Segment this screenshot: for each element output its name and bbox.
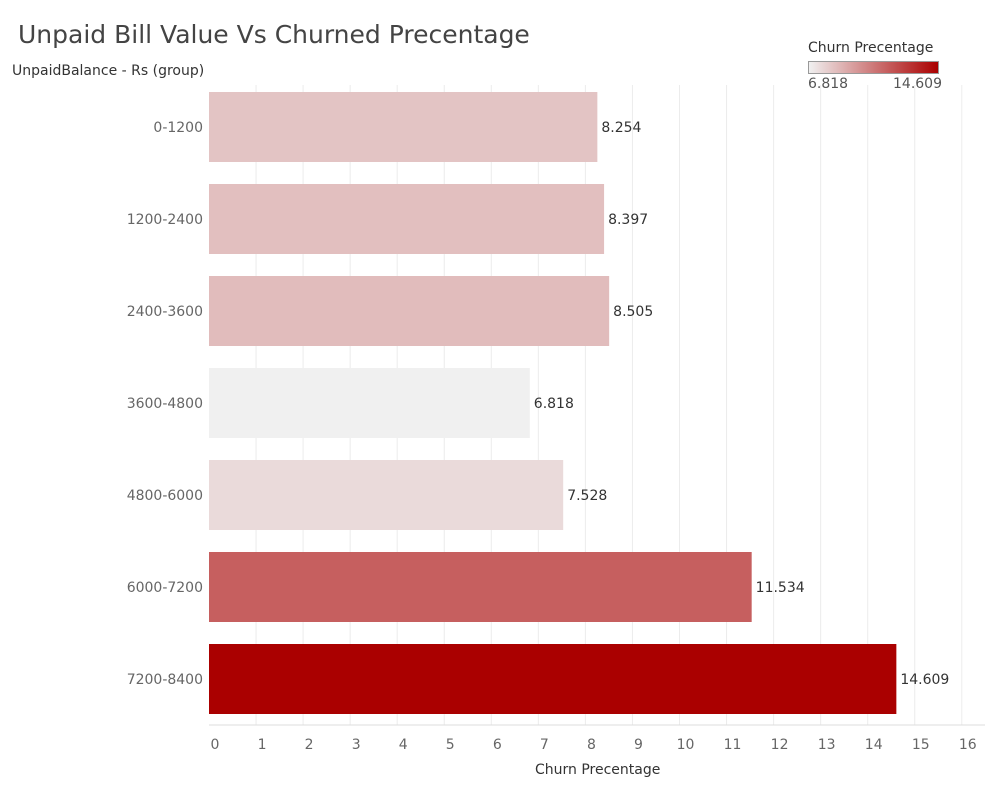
bar: [209, 92, 598, 162]
x-tick-label: 9: [634, 737, 643, 753]
value-label: 8.254: [601, 120, 641, 136]
bar: [209, 184, 605, 254]
bar: [209, 644, 897, 714]
category-label: 3600-4800: [127, 396, 203, 412]
category-label: 0-1200: [153, 120, 203, 136]
x-tick-label: 13: [818, 737, 836, 753]
category-label: 6000-7200: [127, 580, 203, 596]
value-label: 14.609: [900, 672, 949, 688]
x-tick-label: 8: [587, 737, 596, 753]
x-tick-label: 1: [258, 737, 267, 753]
x-tick-label: 3: [352, 737, 361, 753]
x-tick-label: 4: [399, 737, 408, 753]
bar: [209, 460, 564, 530]
chart-title: Unpaid Bill Value Vs Churned Precentage: [18, 20, 530, 49]
value-label: 6.818: [534, 396, 574, 412]
x-tick-label: 16: [959, 737, 977, 753]
x-tick-label: 12: [771, 737, 789, 753]
x-tick-label: 6: [493, 737, 502, 753]
x-tick-label: 11: [724, 737, 742, 753]
x-tick-label: 15: [912, 737, 930, 753]
legend-max-label: 14.609: [893, 76, 942, 92]
x-tick-label: 5: [446, 737, 455, 753]
color-legend: Churn Precentage 6.818 14.609: [808, 40, 948, 92]
x-tick-label: 10: [677, 737, 695, 753]
value-label: 11.534: [756, 580, 805, 596]
legend-min-label: 6.818: [808, 76, 849, 92]
y-axis-title: UnpaidBalance - Rs (group): [12, 63, 205, 79]
bar: [209, 552, 752, 622]
bar: [209, 276, 610, 346]
x-axis-title: Churn Precentage: [535, 762, 661, 778]
x-tick-label: 2: [305, 737, 314, 753]
x-tick-label: 14: [865, 737, 883, 753]
x-tick-label: 0: [211, 737, 220, 753]
category-label: 4800-6000: [127, 488, 203, 504]
x-tick-label: 7: [540, 737, 549, 753]
bar: [209, 368, 530, 438]
category-label: 2400-3600: [127, 304, 203, 320]
category-label: 1200-2400: [127, 212, 203, 228]
legend-title: Churn Precentage: [808, 40, 934, 56]
value-label: 7.528: [567, 488, 607, 504]
value-label: 8.505: [613, 304, 653, 320]
value-label: 8.397: [608, 212, 648, 228]
legend-color-ramp: [808, 61, 939, 74]
category-label: 7200-8400: [127, 672, 203, 688]
